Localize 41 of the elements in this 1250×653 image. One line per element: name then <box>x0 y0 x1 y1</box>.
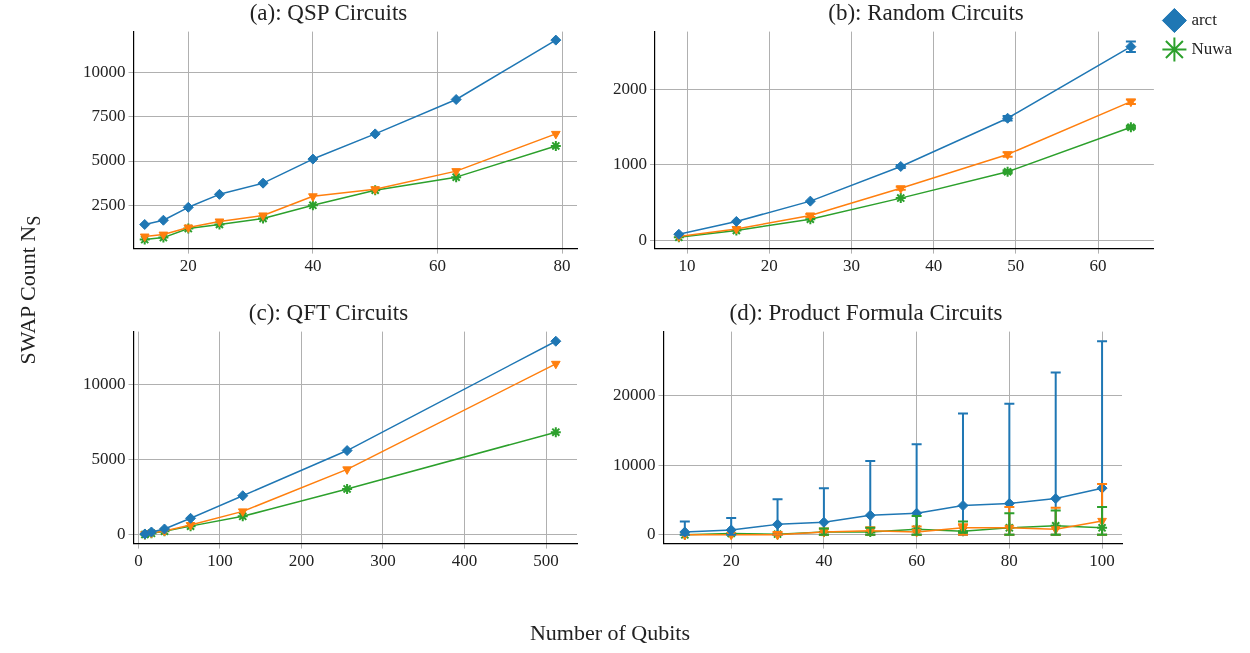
x-tick-label: 10 <box>678 256 696 276</box>
y-tick-label: 5000 <box>91 449 126 469</box>
chart-title: (b): Random Circuits <box>828 0 1024 25</box>
x-tick-label: 100 <box>207 551 233 571</box>
y-tick-label: 7500 <box>91 106 126 126</box>
x-tick-label: 100 <box>1089 551 1115 571</box>
chart-title: (a): QSP Circuits <box>249 0 408 25</box>
x-tick-label: 80 <box>553 256 571 276</box>
x-tick-label: 40 <box>925 256 943 276</box>
y-tick-label: 10000 <box>613 454 656 474</box>
x-tick-label: 40 <box>304 256 322 276</box>
x-tick-label: 60 <box>908 551 926 571</box>
x-tick-label: 300 <box>370 551 396 571</box>
x-tick-label: 40 <box>815 551 833 571</box>
x-tick-label: 60 <box>428 256 446 276</box>
y-tick-label: 5000 <box>91 150 126 170</box>
x-tick-label: 30 <box>842 256 860 276</box>
x-tick-label: 400 <box>451 551 478 571</box>
chart-title: (d): Product Formula Circuits <box>729 299 1003 325</box>
y-tick-label: 10000 <box>83 61 126 81</box>
y-tick-label: 10000 <box>83 373 126 393</box>
x-tick-label: 60 <box>1089 256 1107 276</box>
legend-label: Nuwa <box>1191 38 1233 58</box>
y-tick-label: 1000 <box>613 154 647 174</box>
x-tick-label: 20 <box>179 256 197 276</box>
x-tick-label: 20 <box>760 256 778 276</box>
y-tick-label: 2000 <box>613 79 647 99</box>
x-tick-label: 20 <box>722 551 740 571</box>
x-axis-title: Number of Qubits <box>529 620 691 646</box>
x-tick-label: 200 <box>288 551 315 571</box>
chart-title: (c): QFT Circuits <box>248 299 409 325</box>
y-tick-label: 20000 <box>613 384 656 404</box>
y-tick-label: 0 <box>647 524 656 544</box>
y-tick-label: 2500 <box>91 194 126 214</box>
y-tick-label: 0 <box>117 524 126 544</box>
legend-label: arct <box>1191 9 1218 29</box>
y-tick-label: 0 <box>638 229 647 249</box>
x-tick-label: 80 <box>1000 551 1018 571</box>
x-tick-label: 500 <box>533 551 559 571</box>
x-tick-label: 0 <box>134 551 143 571</box>
x-tick-label: 50 <box>1007 256 1025 276</box>
